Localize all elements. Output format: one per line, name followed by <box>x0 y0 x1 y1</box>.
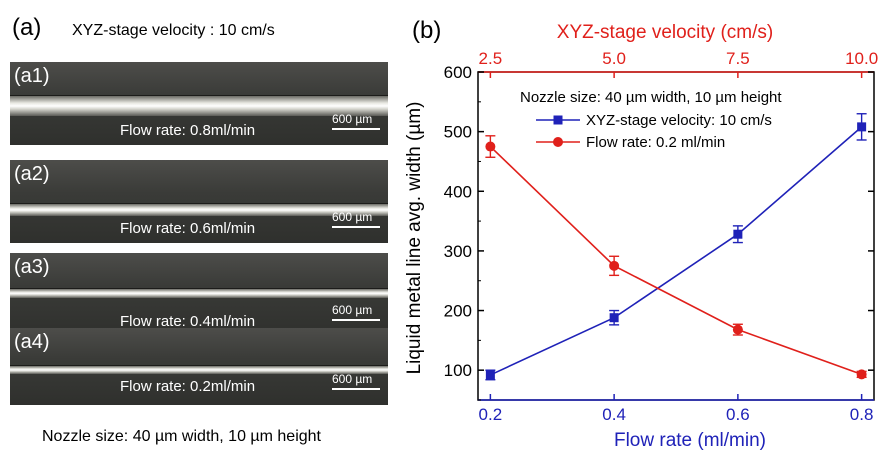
data-point <box>732 324 743 335</box>
micrograph-tag: (a2) <box>14 163 50 185</box>
scale-bar <box>332 388 380 390</box>
flow-rate-label: Flow rate: 0.2ml/min <box>120 378 256 395</box>
data-point <box>609 260 620 271</box>
x2-tick-label: 10.0 <box>845 49 878 68</box>
line-edge <box>10 288 388 289</box>
x-tick-label: 0.4 <box>602 405 626 424</box>
scale-bar-label: 600 µm <box>332 303 373 317</box>
x2-tick-label: 5.0 <box>602 49 626 68</box>
scale-bar-label: 600 µm <box>332 372 373 386</box>
panel-b-label: (b) <box>412 17 441 44</box>
legend-label: XYZ-stage velocity: 10 cm/s <box>586 112 772 129</box>
micrograph-a1: (a1) Flow rate: 0.8ml/min 600 µm <box>10 62 388 145</box>
legend-label: Flow rate: 0.2 ml/min <box>586 134 725 151</box>
y-tick-label: 400 <box>444 182 472 201</box>
data-point <box>485 370 495 380</box>
x2-tick-label: 2.5 <box>479 49 503 68</box>
y-tick-label: 300 <box>444 242 472 261</box>
y-tick-label: 100 <box>444 361 472 380</box>
metal-line <box>10 96 388 116</box>
line-edge <box>10 203 388 204</box>
micrograph-tag: (a4) <box>14 331 50 353</box>
micrograph-a2: (a2) Flow rate: 0.6ml/min 600 µm <box>10 160 388 243</box>
series-line <box>489 145 862 376</box>
micrograph-tag: (a1) <box>14 65 50 87</box>
data-point <box>485 141 496 152</box>
series-line <box>490 126 863 376</box>
data-point <box>856 369 867 380</box>
micrograph-a4: (a4) Flow rate: 0.2ml/min 600 µm <box>10 328 388 405</box>
x2-tick-label: 7.5 <box>726 49 750 68</box>
y-axis-title: Liquid metal line avg. width (µm) <box>404 102 425 375</box>
data-point <box>857 122 867 132</box>
ticks-layer: 100 200 300 400 500 600 0.2 0.4 0.6 0.8 2.5 5.0 7.5 1… <box>444 49 879 424</box>
x-tick-label: 0.2 <box>479 405 503 424</box>
series-layer <box>485 113 867 381</box>
y-tick-label: 600 <box>444 63 472 82</box>
y-tick-label: 500 <box>444 123 472 142</box>
line-edge <box>10 365 388 366</box>
scale-bar <box>332 226 380 228</box>
top-axis-title: XYZ-stage velocity (cm/s) <box>557 22 773 43</box>
scale-bar-label: 600 µm <box>332 112 373 126</box>
legend-title: Nozzle size: 40 µm width, 10 µm height <box>520 89 782 106</box>
scale-bar-label: 600 µm <box>332 210 373 224</box>
x-tick-label: 0.8 <box>850 405 874 424</box>
data-point <box>609 313 619 323</box>
scale-bar <box>332 319 380 321</box>
flow-rate-label: Flow rate: 0.4ml/min <box>120 313 256 330</box>
metal-line <box>10 289 388 298</box>
line-edge <box>10 95 388 96</box>
flow-rate-label: Flow rate: 0.6ml/min <box>120 220 256 237</box>
legend-swatch-marker <box>553 137 563 147</box>
panel-a-label: (a) <box>12 14 42 41</box>
nozzle-size-caption: Nozzle size: 40 µm width, 10 µm height <box>42 428 321 445</box>
data-point <box>733 229 743 239</box>
micrograph-tag: (a3) <box>14 256 50 278</box>
y-tick-label: 200 <box>444 302 472 321</box>
metal-line <box>10 204 388 216</box>
legend-swatch-marker <box>553 115 563 125</box>
panel-a-velocity-text: XYZ-stage velocity : 10 cm/s <box>72 22 275 39</box>
metal-line <box>10 366 388 374</box>
legend: Nozzle size: 40 µm width, 10 µm height XY… <box>520 89 782 151</box>
scale-bar <box>332 128 380 130</box>
micrograph-a3: (a3) Flow rate: 0.4ml/min 600 µm <box>10 253 388 336</box>
flow-rate-label: Flow rate: 0.8ml/min <box>120 122 256 139</box>
x-tick-label: 0.6 <box>726 405 750 424</box>
bottom-axis-title: Flow rate (ml/min) <box>614 430 766 450</box>
